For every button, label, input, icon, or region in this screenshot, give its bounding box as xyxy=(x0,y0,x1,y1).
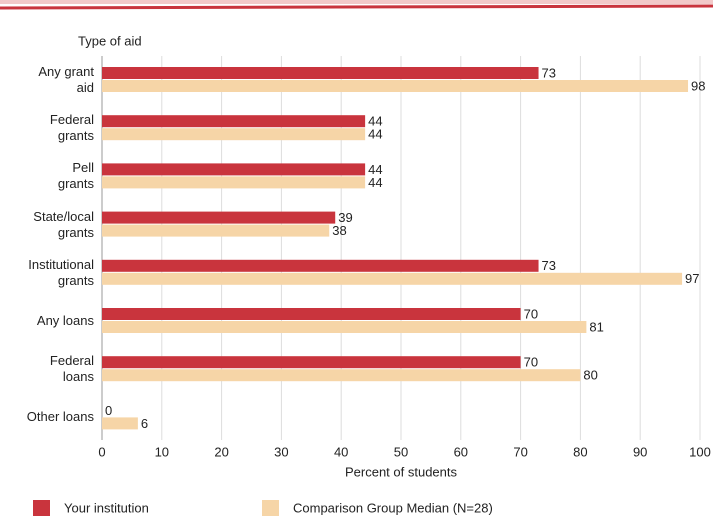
data-label: 44 xyxy=(368,175,382,190)
x-tick-label: 30 xyxy=(274,444,288,459)
data-label: 44 xyxy=(368,127,382,142)
x-tick-label: 50 xyxy=(394,444,408,459)
data-label: 97 xyxy=(685,271,699,286)
bar xyxy=(102,67,539,79)
legend-swatch xyxy=(33,500,50,516)
bar xyxy=(102,308,521,320)
x-tick-label: 0 xyxy=(98,444,105,459)
bar xyxy=(102,417,138,430)
x-tick-label: 40 xyxy=(334,444,348,459)
legend-label: Your institution xyxy=(64,500,149,515)
y-tick-label: State/local grants xyxy=(33,208,94,240)
x-tick-label: 80 xyxy=(573,444,587,459)
y-tick-label: Pell grants xyxy=(57,160,94,192)
data-label: 98 xyxy=(691,78,705,93)
top-rule-shadow xyxy=(0,0,713,4)
data-label: 73 xyxy=(542,65,556,80)
y-tick-label: Any loans xyxy=(36,313,94,328)
bar xyxy=(102,128,366,141)
bar xyxy=(102,369,581,382)
data-label: 70 xyxy=(524,355,538,370)
x-tick-label: 90 xyxy=(633,444,647,459)
bar xyxy=(102,321,587,333)
y-tick-label: Other loans xyxy=(26,409,94,425)
x-tick-label: 20 xyxy=(214,444,228,459)
y-tick-label: Federal loans xyxy=(49,353,94,385)
bar xyxy=(102,176,366,189)
bar xyxy=(102,115,366,128)
bar xyxy=(102,356,521,369)
y-tick-label: Institutional grants xyxy=(28,256,94,288)
bar xyxy=(102,224,330,237)
legend-label: Comparison Group Median (N=28) xyxy=(293,500,493,515)
data-label: 44 xyxy=(368,114,382,129)
data-label: 6 xyxy=(141,416,148,431)
bar xyxy=(102,211,336,224)
x-tick-label: 70 xyxy=(513,444,527,459)
y-axis-title: Type of aid xyxy=(78,33,142,48)
data-label: 81 xyxy=(589,319,603,334)
data-label: 38 xyxy=(332,223,346,238)
data-label: 0 xyxy=(105,403,112,418)
bar xyxy=(102,80,689,92)
x-tick-label: 60 xyxy=(454,444,468,459)
data-label: 80 xyxy=(583,368,597,383)
y-tick-label: Federal grants xyxy=(49,112,94,144)
x-axis-title: Percent of students xyxy=(345,464,458,479)
bar xyxy=(102,272,683,285)
data-label: 70 xyxy=(524,306,538,321)
legend-swatch xyxy=(262,500,279,516)
data-label: 73 xyxy=(542,258,556,273)
data-label: 44 xyxy=(368,162,382,177)
data-label: 39 xyxy=(338,210,352,225)
top-rule xyxy=(0,4,713,10)
bar xyxy=(102,163,366,176)
x-tick-label: 10 xyxy=(155,444,169,459)
bar xyxy=(102,259,539,272)
x-tick-label: 100 xyxy=(689,444,711,459)
y-tick-label: Any grant aid xyxy=(38,64,94,95)
